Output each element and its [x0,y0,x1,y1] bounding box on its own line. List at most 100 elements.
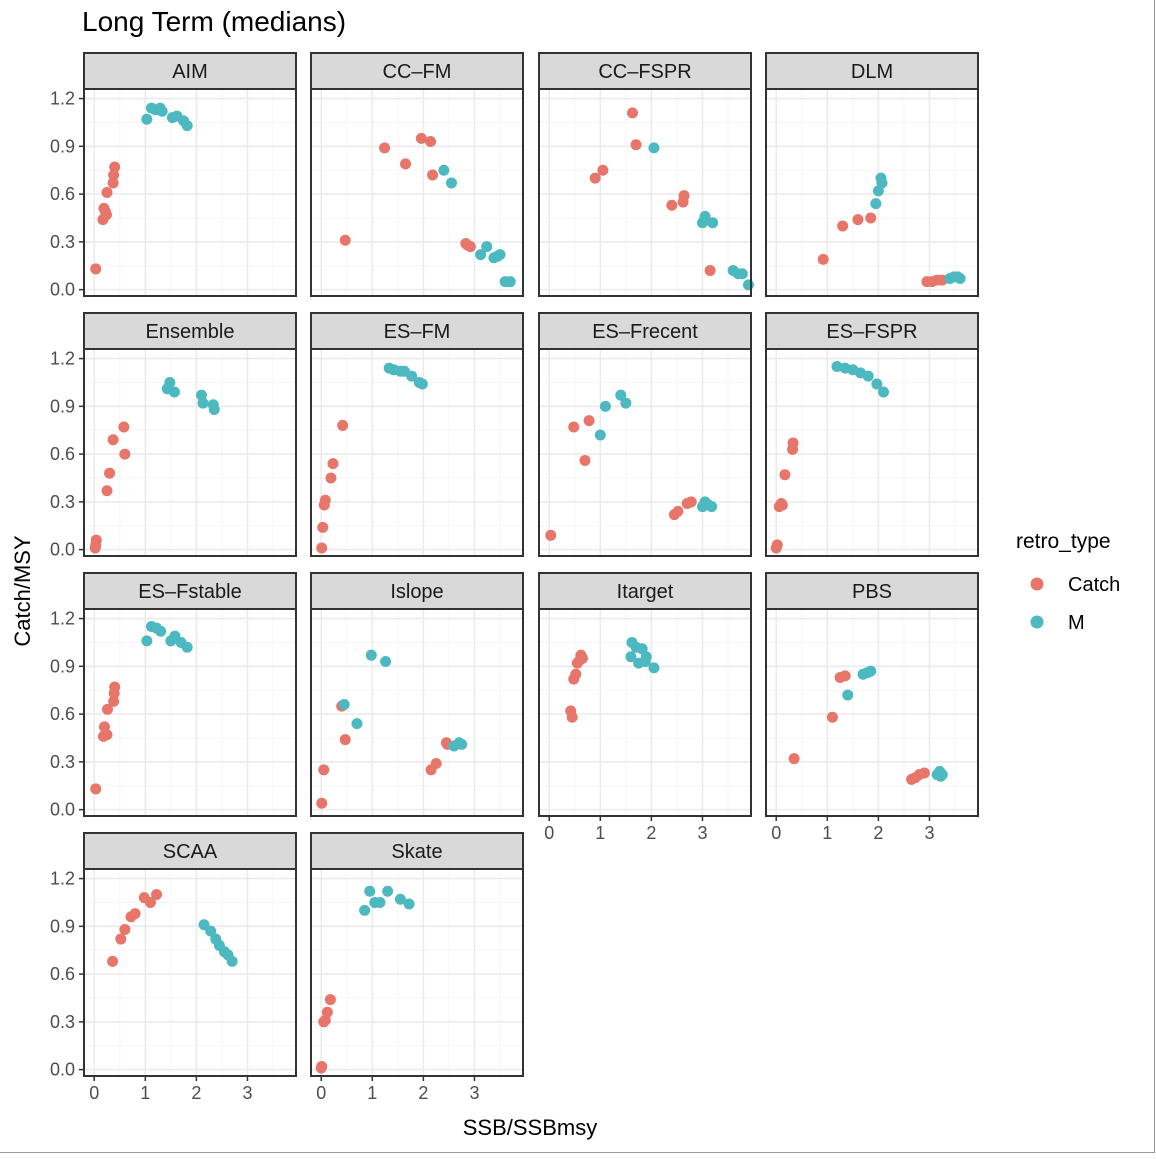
facet-strip [83,572,297,610]
facet-strip [538,52,752,90]
panel-border [538,348,752,557]
panel-background [84,89,296,296]
point-m [364,885,376,897]
x-tick-label: 1 [140,1083,150,1103]
facet-es-frecent: ES–Frecent [538,312,752,557]
point-m [954,272,966,284]
point-catch [100,209,112,221]
point-catch [566,711,578,723]
point-m [365,649,377,661]
x-tick-label: 3 [924,823,934,843]
legend-key-m [1030,615,1044,629]
y-tick-label: 1.2 [50,609,75,629]
point-catch [318,764,330,776]
point-m [141,113,153,125]
legend-label-m: M [1068,612,1085,634]
point-m [706,501,718,513]
panel-border [83,88,297,297]
facet-strip [310,52,524,90]
panel-background [766,349,978,556]
point-m [699,210,711,222]
point-catch [626,107,638,119]
point-catch [704,265,716,277]
point-catch [685,496,697,508]
y-tick-label: 0.3 [50,752,75,772]
facet-pbs: PBS 0 1 2 3 [765,572,979,843]
point-catch [852,214,864,226]
point-m [382,885,394,897]
facet-strip-label: ES–FSPR [826,321,917,343]
x-tick-label: 0 [316,1083,326,1103]
point-catch [325,472,337,484]
facet-scaa: SCAA 0.0 0.3 0.6 0.9 1.2 0 1 2 3 [50,832,297,1103]
panel-background [84,609,296,816]
facet-strip-label: CC–FSPR [598,61,691,83]
point-catch [597,164,609,176]
point-catch [787,437,799,449]
panel-border [310,608,524,817]
point-m [504,276,516,288]
point-m [599,400,611,412]
facet-es-fstable: ES–Fstable 0.0 0.3 0.6 0.9 1.2 [50,572,297,820]
point-catch [415,132,427,144]
point-m [445,177,457,189]
point-m [640,651,652,663]
x-tick-label: 2 [873,823,883,843]
point-catch [101,729,113,741]
point-m [197,397,209,409]
facet-strip-label: ES–FM [384,321,451,343]
x-tick-label: 1 [822,823,832,843]
x-tick-label: 2 [191,1083,201,1103]
panel-border [310,88,524,297]
point-m [438,164,450,176]
point-m [648,662,660,674]
point-catch [678,190,690,202]
legend-label-catch: Catch [1068,574,1120,596]
facet-islope: Islope [310,572,524,817]
point-catch [324,994,336,1006]
point-m [615,389,627,401]
point-catch [107,177,119,189]
facet-cc-fm: CC–FM [310,52,524,297]
point-catch [379,142,391,154]
y-tick-label: 0.3 [50,492,75,512]
point-catch [129,908,141,920]
facet-strip [310,312,524,350]
point-m [936,769,948,781]
point-m [475,249,487,261]
panel-border [765,348,979,557]
point-catch [430,757,442,769]
y-tick-label: 0.6 [50,964,75,984]
y-tick-label: 0.9 [50,136,75,156]
point-m [181,120,193,132]
point-m [403,898,415,910]
y-tick-label: 0.9 [50,916,75,936]
point-catch [918,767,930,779]
point-m [406,370,418,382]
point-catch [589,172,601,184]
panel-border [83,348,297,557]
panel-background [84,869,296,1076]
facet-dlm: DLM [765,52,979,297]
y-tick-label: 1.2 [50,89,75,109]
point-catch [826,711,838,723]
point-catch [316,1060,328,1072]
point-catch [119,448,131,460]
panel-background [311,609,523,816]
point-catch [776,499,788,511]
point-m [648,142,660,154]
facet-strip [538,312,752,350]
point-catch [576,652,588,664]
x-tick-label: 3 [469,1083,479,1103]
point-m [380,656,392,668]
point-m [494,249,506,261]
panel-background [311,869,523,1076]
point-catch [115,933,127,945]
x-tick-label: 0 [771,823,781,843]
facet-strip-label: PBS [852,581,892,603]
point-m [865,665,877,677]
y-tick-label: 0.0 [50,1060,75,1080]
point-catch [464,241,476,253]
panel-border [83,608,297,817]
point-m [876,177,888,189]
